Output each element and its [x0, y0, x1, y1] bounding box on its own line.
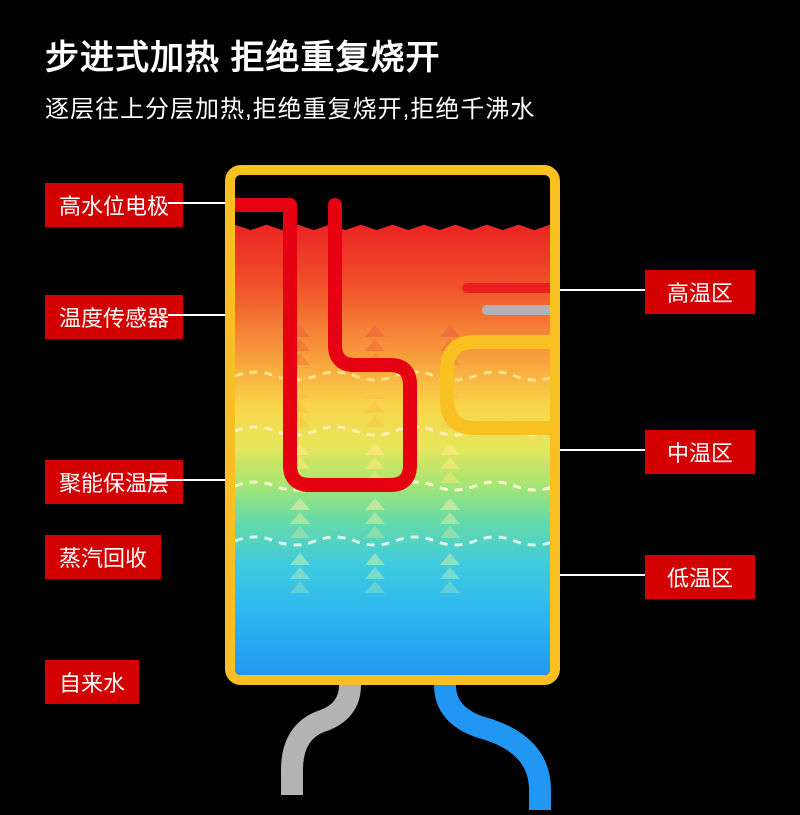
rising-arrow	[290, 387, 310, 429]
rising-arrow	[440, 553, 460, 595]
rising-arrow	[365, 325, 385, 367]
title: 步进式加热 拒绝重复烧开	[45, 30, 755, 79]
connector-line	[168, 202, 230, 204]
rising-arrow	[440, 387, 460, 429]
label-tap-water: 自来水	[45, 660, 139, 704]
rising-arrow	[440, 325, 460, 367]
label-high-electrode: 高水位电极	[45, 183, 183, 227]
rising-arrow	[365, 553, 385, 595]
rising-arrow	[365, 387, 385, 429]
label-mid-temp-zone: 中温区	[645, 430, 755, 474]
layer-boundary	[235, 430, 550, 432]
connector-line	[560, 449, 645, 451]
rising-arrow	[290, 325, 310, 367]
label-insulation: 聚能保温层	[45, 460, 183, 504]
rising-arrow	[440, 498, 460, 540]
connector-line	[560, 289, 645, 291]
diagram: 高水位电极 温度传感器 聚能保温层 蒸汽回收 自来水 高温区 中温区 低温区	[0, 165, 800, 785]
rising-arrow	[440, 443, 460, 485]
temp-probe-red	[462, 283, 560, 293]
label-low-temp-zone: 低温区	[645, 555, 755, 599]
subtitle: 逐层往上分层加热,拒绝重复烧开,拒绝千沸水	[45, 89, 755, 124]
header: 步进式加热 拒绝重复烧开 逐层往上分层加热,拒绝重复烧开,拒绝千沸水	[0, 0, 800, 134]
connector-line	[560, 574, 645, 576]
rising-arrow	[365, 443, 385, 485]
layer-boundary	[235, 375, 550, 377]
rising-arrow	[290, 443, 310, 485]
rising-arrow	[290, 553, 310, 595]
connector-line	[145, 479, 230, 481]
label-steam-recovery: 蒸汽回收	[45, 535, 161, 579]
temp-probe-grey	[482, 305, 560, 315]
label-temp-sensor: 温度传感器	[45, 295, 183, 339]
label-high-temp-zone: 高温区	[645, 270, 755, 314]
rising-arrow	[365, 498, 385, 540]
tank-frame	[225, 165, 560, 685]
layer-boundary	[235, 540, 550, 542]
connector-line	[168, 314, 230, 316]
rising-arrow	[290, 498, 310, 540]
layer-boundary	[235, 485, 550, 487]
